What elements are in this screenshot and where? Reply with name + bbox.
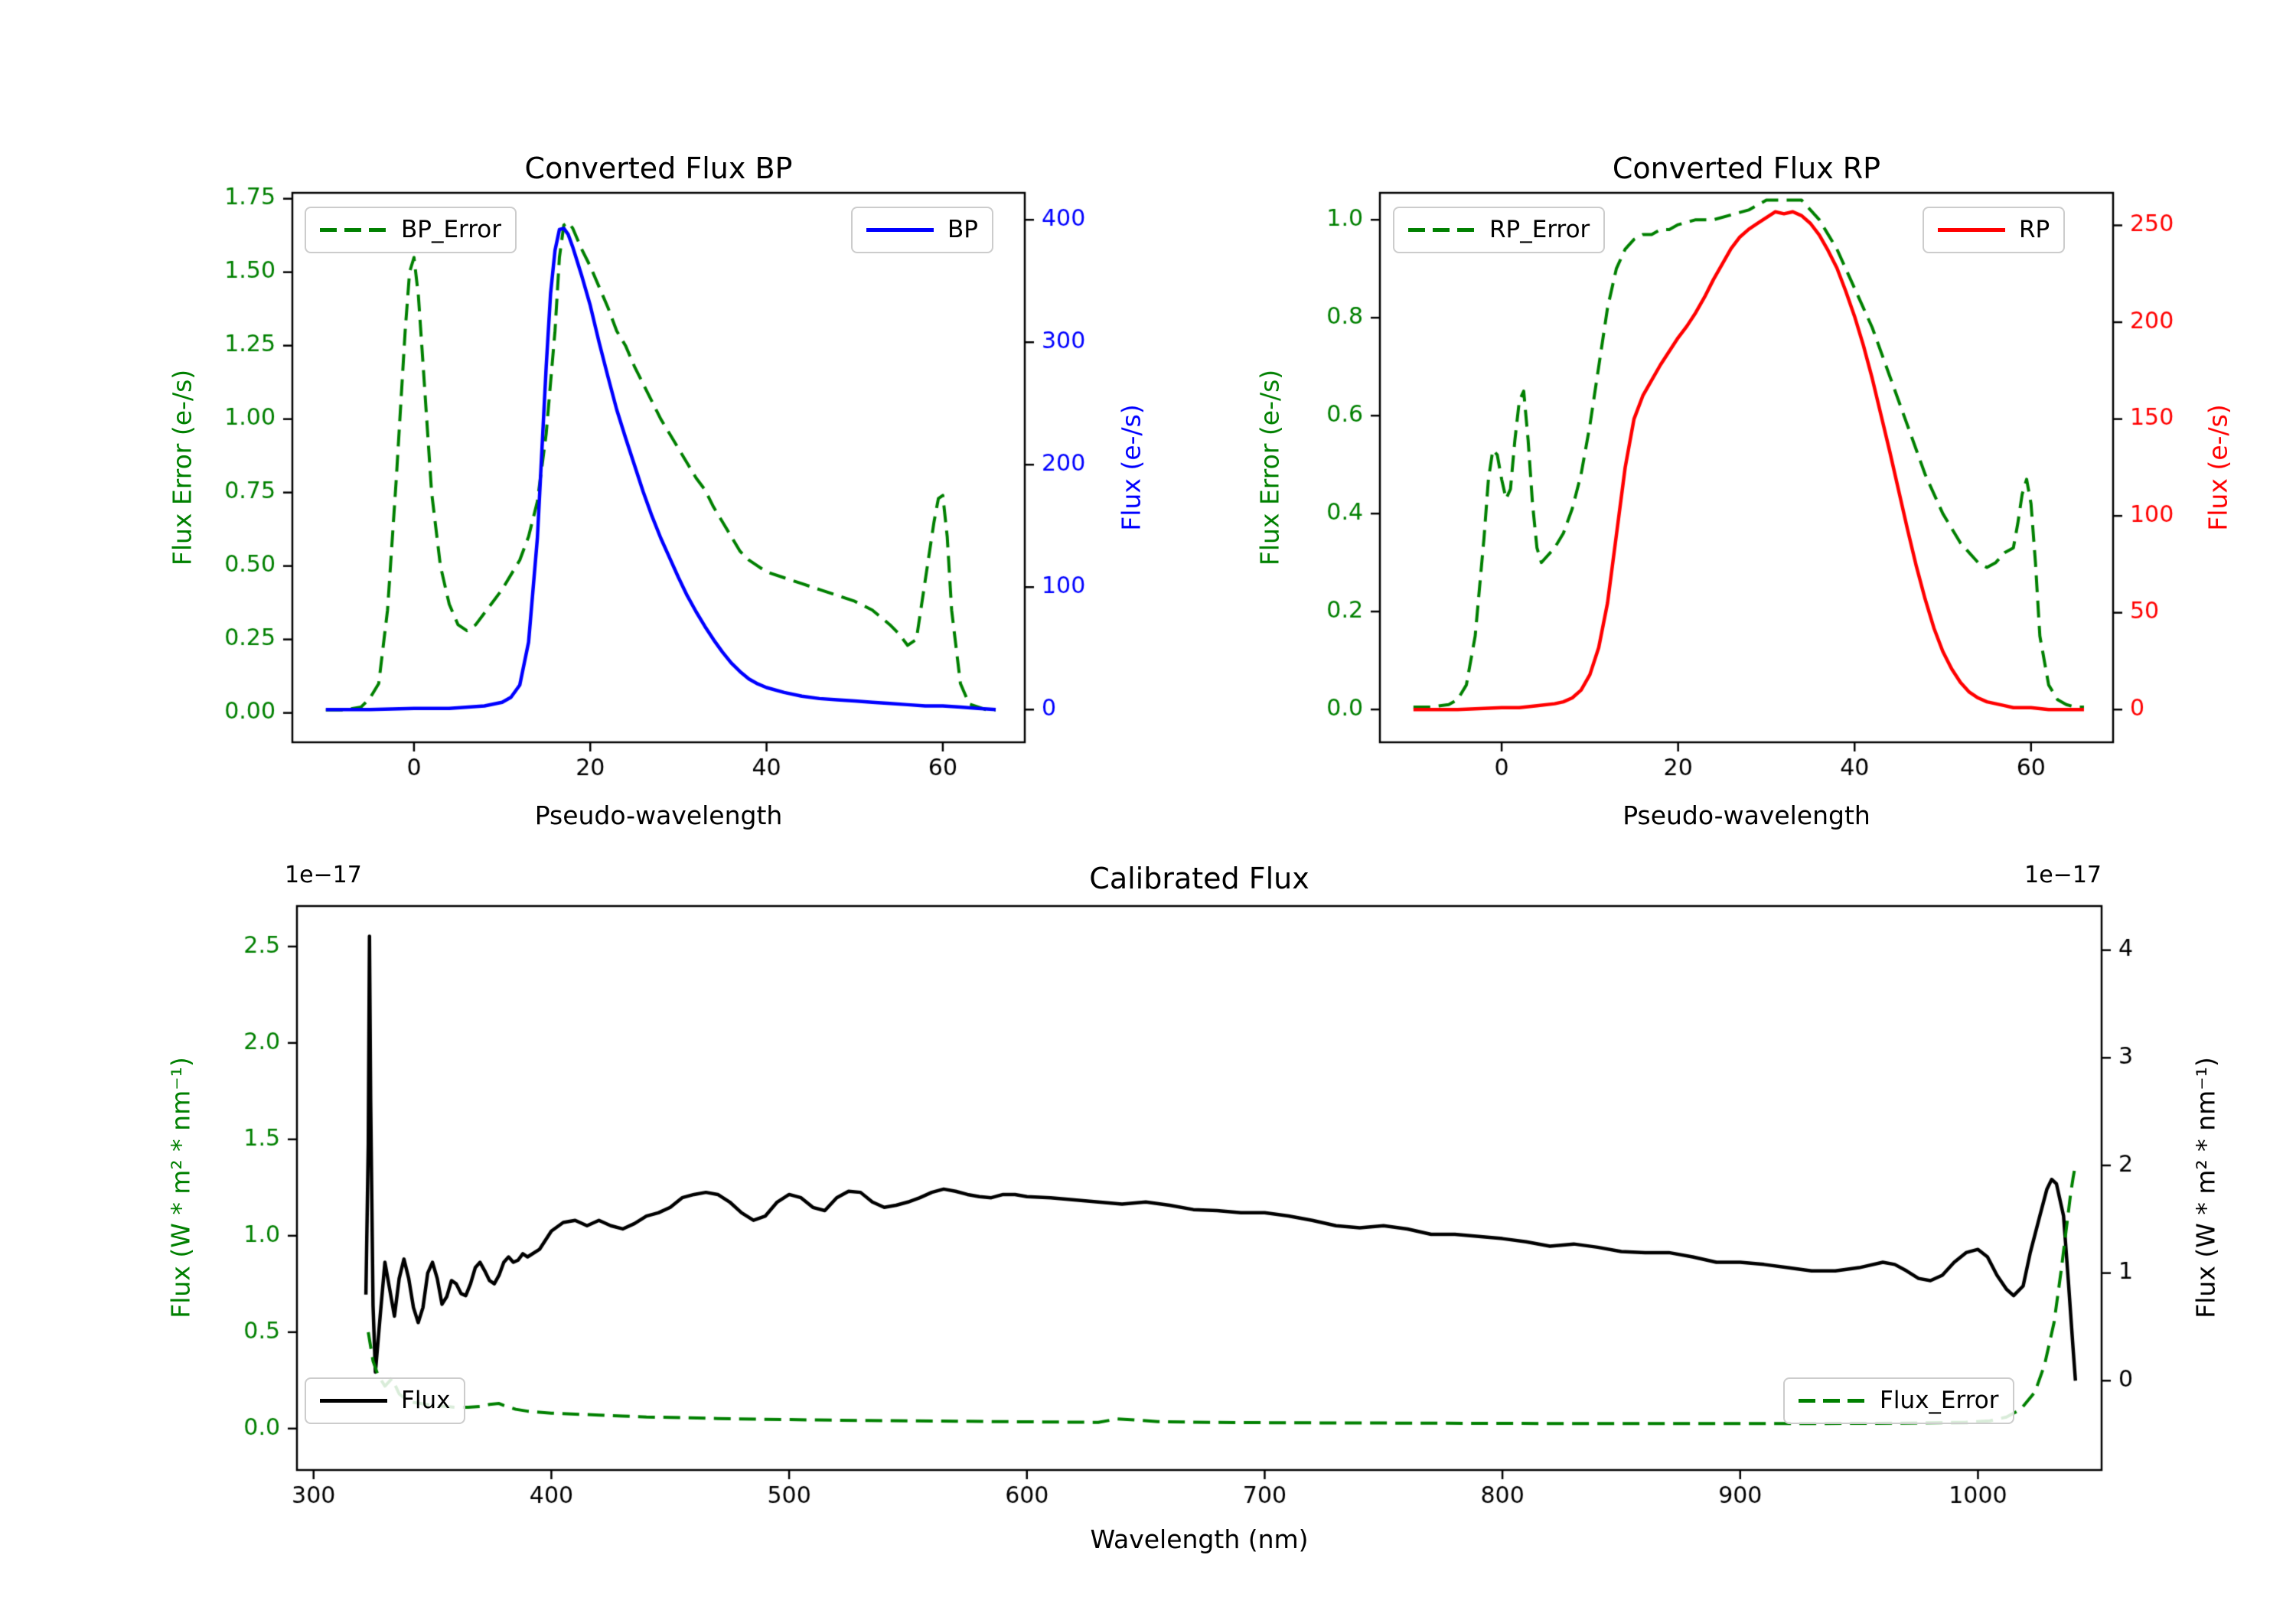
chart-title-rp: Converted Flux RP [1612, 152, 1881, 185]
legend-bp: BP [851, 207, 993, 254]
legend-label-bp-error: BP_Error [401, 216, 502, 243]
legend-label-rp-error: RP_Error [1489, 216, 1590, 243]
offset-text-left: 1e−17 [285, 862, 362, 888]
ylabel-rp-right: Flux (e-/s) [2203, 404, 2233, 531]
chart-title-bp: Converted Flux BP [524, 152, 793, 185]
legend-line-sample-rp-error [1408, 228, 1476, 233]
legend-rp-error: RP_Error [1393, 207, 1606, 254]
legend-flux-error: Flux_Error [1783, 1377, 2014, 1425]
legend-line-sample-flux [320, 1399, 387, 1403]
legend-rp: RP [1923, 207, 2066, 254]
chart-title-calibrated: Calibrated Flux [1089, 862, 1309, 895]
xlabel-rp: Pseudo-wavelength [1623, 800, 1870, 830]
xlabel-calibrated: Wavelength (nm) [1090, 1524, 1309, 1554]
legend-label-flux-error: Flux_Error [1880, 1387, 1999, 1414]
legend-line-sample-bp-error [320, 228, 387, 233]
ylabel-bp-left: Flux Error (e-/s) [167, 369, 197, 566]
ylabel-rp-left: Flux Error (e-/s) [1254, 369, 1285, 566]
ylabel-bp-right: Flux (e-/s) [1116, 404, 1146, 531]
ylabel-calibrated-left: Flux (W * m² * nm⁻¹) [165, 1057, 196, 1319]
xlabel-bp: Pseudo-wavelength [534, 800, 783, 830]
offset-text-right: 1e−17 [2024, 862, 2102, 888]
legend-label-rp: RP [2019, 216, 2050, 243]
legend-label-flux: Flux [401, 1387, 451, 1414]
legend-label-bp: BP [947, 216, 978, 243]
legend-flux: Flux [305, 1377, 466, 1425]
ylabel-calibrated-right: Flux (W * m² * nm⁻¹) [2190, 1057, 2221, 1319]
legend-bp-error: BP_Error [305, 207, 517, 254]
legend-line-sample-rp [1938, 228, 2005, 233]
legend-line-sample-bp [866, 228, 934, 233]
legend-line-sample-flux-error [1799, 1399, 1866, 1403]
